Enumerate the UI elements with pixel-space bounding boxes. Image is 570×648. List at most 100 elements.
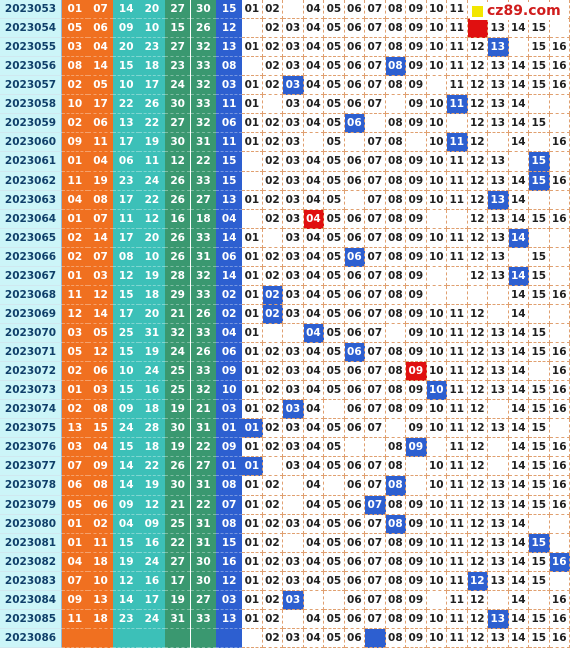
distribution-cell: 15 (529, 628, 550, 648)
distribution-cell: 16 (549, 133, 570, 153)
distribution-cell: 08 (385, 438, 407, 458)
distribution-cell (508, 152, 530, 172)
distribution-cell (283, 609, 304, 629)
distribution-cell (283, 324, 304, 344)
distribution-cell: 03 (283, 381, 304, 401)
distribution-cell: 08 (385, 285, 407, 305)
distribution-cell: 06 (344, 95, 366, 115)
distribution-cell: 04 (303, 419, 325, 439)
distribution-cell: 04 (303, 209, 325, 229)
red-ball-cell: 18 (139, 57, 165, 77)
red-ball-cell (190, 628, 217, 648)
distribution-cell: 12 (467, 362, 489, 382)
distribution-cell: 13 (488, 266, 509, 286)
distribution-cell: 08 (385, 247, 407, 267)
blue-ball-cell: 01 (216, 419, 243, 439)
distribution-cell: 05 (324, 628, 345, 648)
distribution-cell: 05 (324, 438, 345, 458)
distribution-cell: 04 (303, 438, 325, 458)
issue-number: 2023081 (0, 533, 62, 553)
red-ball-cell: 22 (139, 190, 165, 210)
blue-ball-cell: 06 (216, 247, 243, 267)
blue-ball-cell: 01 (216, 457, 243, 477)
distribution-cell: 15 (529, 438, 550, 458)
distribution-cell: 13 (488, 628, 509, 648)
distribution-cell (529, 133, 550, 153)
distribution-cell: 06 (344, 609, 366, 629)
distribution-cell: 15 (529, 266, 550, 286)
distribution-cell: 08 (385, 495, 407, 515)
blue-ball-cell: 08 (216, 514, 243, 534)
blue-ball-cell: 12 (216, 571, 243, 591)
distribution-cell: 13 (488, 571, 509, 591)
distribution-cell: 10 (426, 114, 448, 134)
distribution-cell (426, 209, 448, 229)
distribution-cell: 16 (549, 609, 570, 629)
distribution-cell: 06 (344, 152, 366, 172)
distribution-cell: 03 (283, 76, 304, 96)
red-ball-cell: 19 (87, 171, 114, 191)
distribution-cell: 07 (365, 76, 386, 96)
distribution-cell: 04 (303, 457, 325, 477)
red-ball-cell: 12 (139, 209, 165, 229)
distribution-cell (406, 133, 427, 153)
distribution-cell: 07 (365, 457, 386, 477)
red-ball-cell: 27 (164, 552, 191, 572)
distribution-cell: 01 (242, 495, 263, 515)
distribution-cell (242, 152, 263, 172)
distribution-cell (303, 590, 325, 610)
distribution-cell: 03 (283, 419, 304, 439)
red-ball-cell: 26 (164, 247, 191, 267)
issue-number: 2023076 (0, 438, 62, 458)
blue-ball-cell: 02 (216, 304, 243, 324)
distribution-cell: 07 (365, 19, 386, 39)
distribution-cell: 07 (365, 381, 386, 401)
distribution-cell: 09 (406, 552, 427, 572)
distribution-cell: 12 (467, 495, 489, 515)
distribution-cell: 05 (324, 190, 345, 210)
site-logo[interactable]: cz89.com (470, 2, 568, 20)
distribution-cell: 05 (324, 152, 345, 172)
distribution-cell: 07 (365, 209, 386, 229)
distribution-cell (467, 285, 489, 305)
distribution-cell: 03 (283, 19, 304, 39)
red-ball-cell: 07 (87, 209, 114, 229)
distribution-cell: 12 (467, 114, 489, 134)
distribution-cell (283, 533, 304, 553)
distribution-cell (488, 304, 509, 324)
distribution-cell: 03 (283, 362, 304, 382)
distribution-cell: 06 (344, 285, 366, 305)
distribution-cell: 15 (529, 533, 550, 553)
distribution-cell: 09 (406, 533, 427, 553)
distribution-cell: 16 (549, 438, 570, 458)
distribution-cell: 08 (385, 457, 407, 477)
distribution-cell (344, 133, 366, 153)
distribution-cell: 13 (488, 38, 509, 58)
distribution-cell: 10 (426, 343, 448, 363)
red-ball-cell: 18 (139, 285, 165, 305)
red-ball-cell: 01 (62, 266, 88, 286)
distribution-cell (262, 324, 284, 344)
distribution-cell: 04 (303, 304, 325, 324)
distribution-cell: 16 (549, 628, 570, 648)
distribution-cell: 07 (365, 590, 386, 610)
red-ball-cell: 30 (164, 419, 191, 439)
distribution-cell: 06 (344, 38, 366, 58)
red-ball-cell: 19 (113, 552, 140, 572)
red-ball-cell: 28 (164, 266, 191, 286)
distribution-cell (324, 590, 345, 610)
blue-ball-cell (216, 628, 243, 648)
distribution-cell: 02 (262, 152, 284, 172)
red-ball-cell: 31 (190, 247, 217, 267)
distribution-cell: 11 (447, 76, 468, 96)
distribution-cell: 14 (508, 628, 530, 648)
blue-ball-cell: 13 (216, 190, 243, 210)
distribution-cell: 01 (242, 228, 263, 248)
distribution-cell (283, 0, 304, 20)
issue-number: 2023057 (0, 76, 62, 96)
red-ball-cell: 09 (139, 514, 165, 534)
distribution-cell: 02 (262, 343, 284, 363)
red-ball-cell (113, 628, 140, 648)
distribution-cell (426, 266, 448, 286)
distribution-cell: 05 (324, 38, 345, 58)
